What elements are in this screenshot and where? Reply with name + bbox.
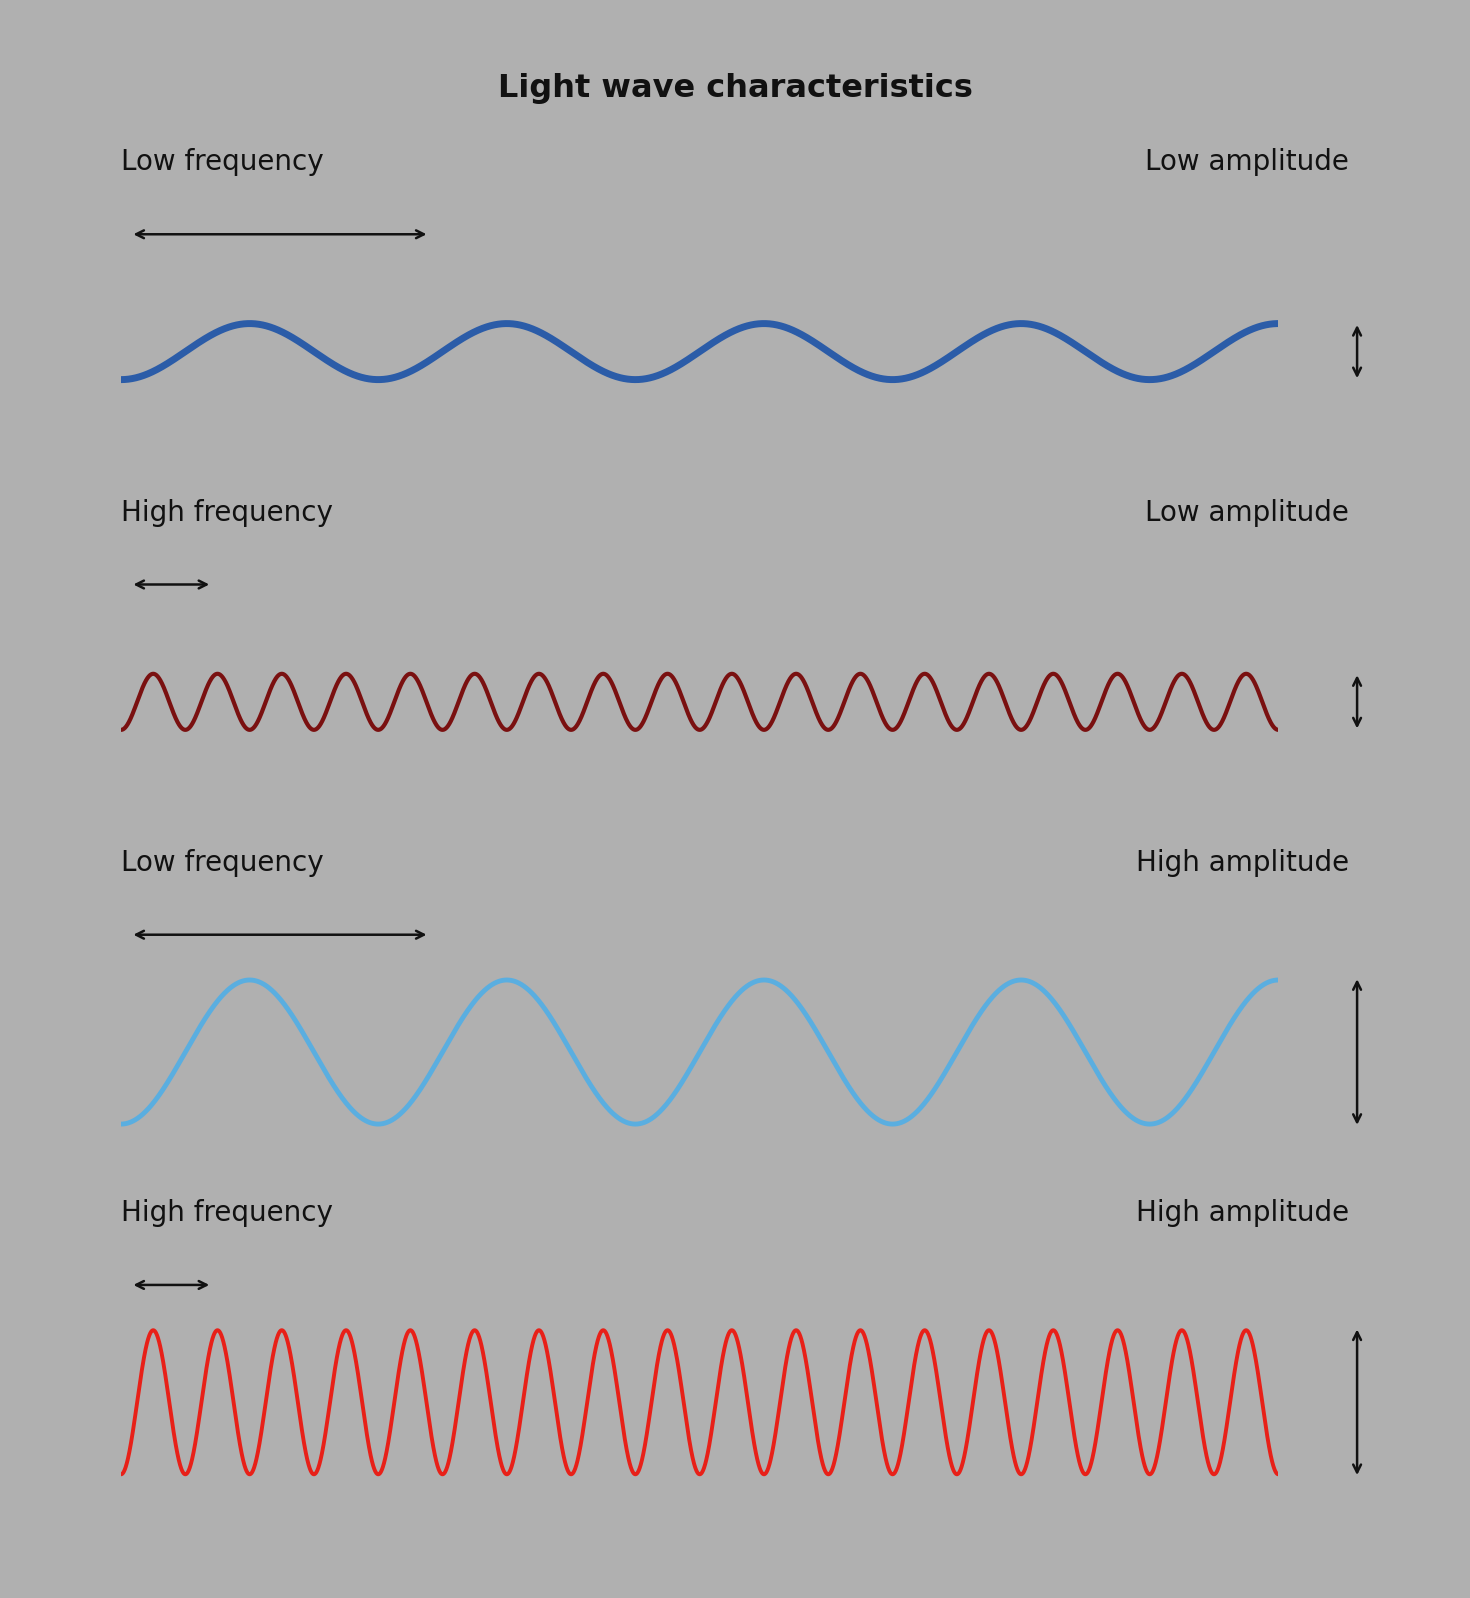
Text: High amplitude: High amplitude: [1136, 849, 1349, 877]
Text: Low frequency: Low frequency: [121, 849, 323, 877]
Text: High frequency: High frequency: [121, 499, 332, 527]
Text: Low amplitude: Low amplitude: [1145, 499, 1349, 527]
Text: Low amplitude: Low amplitude: [1145, 149, 1349, 176]
Text: Light wave characteristics: Light wave characteristics: [497, 74, 973, 104]
Text: High frequency: High frequency: [121, 1198, 332, 1227]
Text: Low frequency: Low frequency: [121, 149, 323, 176]
Text: High amplitude: High amplitude: [1136, 1198, 1349, 1227]
